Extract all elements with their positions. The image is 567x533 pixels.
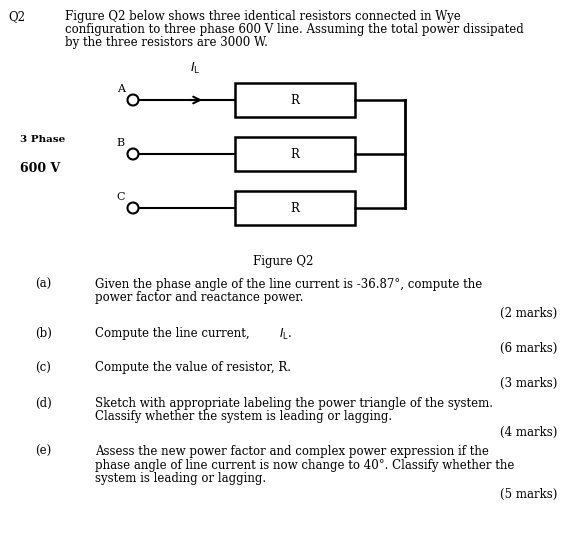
- Text: (6 marks): (6 marks): [500, 342, 557, 355]
- Text: Classify whether the system is leading or lagging.: Classify whether the system is leading o…: [95, 410, 392, 423]
- Text: Compute the line current,: Compute the line current,: [95, 327, 253, 340]
- Text: C: C: [116, 192, 125, 202]
- Text: (a): (a): [35, 278, 51, 291]
- Text: A: A: [117, 84, 125, 94]
- Text: Figure Q2 below shows three identical resistors connected in Wye: Figure Q2 below shows three identical re…: [65, 10, 461, 23]
- Text: Q2: Q2: [8, 10, 25, 23]
- Text: phase angle of line current is now change to 40°. Classify whether the: phase angle of line current is now chang…: [95, 458, 514, 472]
- Text: (2 marks): (2 marks): [500, 307, 557, 320]
- Text: (e): (e): [35, 445, 51, 458]
- Text: (5 marks): (5 marks): [500, 488, 557, 500]
- Text: (d): (d): [35, 397, 52, 409]
- Text: B: B: [117, 138, 125, 148]
- Text: power factor and reactance power.: power factor and reactance power.: [95, 292, 303, 304]
- Text: system is leading or lagging.: system is leading or lagging.: [95, 472, 266, 485]
- Text: Sketch with appropriate labeling the power triangle of the system.: Sketch with appropriate labeling the pow…: [95, 397, 493, 409]
- Text: by the three resistors are 3000 W.: by the three resistors are 3000 W.: [65, 36, 268, 49]
- Text: Figure Q2: Figure Q2: [253, 255, 314, 268]
- Text: (c): (c): [35, 361, 51, 375]
- Text: 600 V: 600 V: [20, 161, 60, 174]
- Text: configuration to three phase 600 V line. Assuming the total power dissipated: configuration to three phase 600 V line.…: [65, 23, 524, 36]
- Text: Given the phase angle of the line current is -36.87°, compute the: Given the phase angle of the line curren…: [95, 278, 483, 291]
- Text: R: R: [290, 93, 299, 107]
- Text: R: R: [290, 148, 299, 160]
- Text: Assess the new power factor and complex power expression if the: Assess the new power factor and complex …: [95, 445, 489, 458]
- Bar: [235, 137, 355, 171]
- Text: R: R: [290, 201, 299, 214]
- Text: $I_{\rm L}$.: $I_{\rm L}$.: [280, 327, 293, 342]
- Text: (b): (b): [35, 327, 52, 340]
- Bar: [235, 191, 355, 225]
- Text: 3 Phase: 3 Phase: [20, 135, 65, 144]
- Text: (4 marks): (4 marks): [500, 425, 557, 439]
- Text: (3 marks): (3 marks): [500, 377, 557, 390]
- Text: $I_{\rm L}$: $I_{\rm L}$: [190, 61, 200, 76]
- Text: Compute the value of resistor, R.: Compute the value of resistor, R.: [95, 361, 291, 375]
- Bar: [235, 83, 355, 117]
